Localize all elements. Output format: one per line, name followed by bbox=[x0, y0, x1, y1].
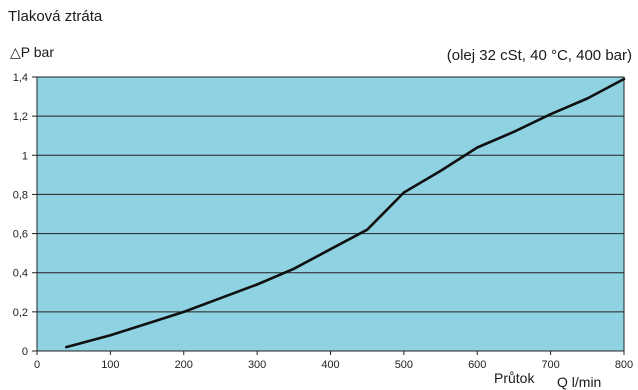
data-point bbox=[586, 97, 589, 100]
data-point bbox=[255, 283, 259, 286]
x-tick-label: 500 bbox=[395, 359, 413, 371]
y-tick-label: 0,2 bbox=[13, 307, 28, 319]
chart-subtitle: (olej 32 cSt, 40 °C, 400 bar) bbox=[446, 47, 632, 64]
data-point bbox=[292, 267, 296, 270]
x-tick-label: 600 bbox=[468, 359, 486, 371]
x-tick-label: 200 bbox=[175, 359, 193, 371]
y-tick-label: 0,8 bbox=[13, 189, 28, 201]
y-tick-label: 1 bbox=[22, 150, 28, 162]
data-point bbox=[65, 345, 68, 349]
data-point bbox=[439, 169, 442, 173]
data-point bbox=[219, 296, 222, 300]
y-axis-label: △P bar bbox=[10, 44, 54, 60]
data-point bbox=[365, 228, 369, 231]
data-point bbox=[476, 146, 479, 149]
x-axis-label-prutok: Průtok bbox=[494, 370, 535, 386]
chart-title: Tlaková ztráta bbox=[8, 8, 103, 25]
data-point bbox=[549, 112, 552, 116]
data-point bbox=[329, 248, 332, 251]
x-tick-label: 100 bbox=[101, 359, 119, 371]
x-tick-label: 400 bbox=[321, 359, 339, 371]
x-tick-label: 0 bbox=[34, 359, 40, 371]
data-point bbox=[402, 191, 406, 194]
plot-area bbox=[36, 76, 625, 352]
x-tick-label: 700 bbox=[541, 359, 559, 371]
data-point bbox=[512, 130, 516, 133]
data-point bbox=[622, 77, 626, 81]
y-tick-label: 1,4 bbox=[13, 72, 28, 84]
y-tick-label: 1,2 bbox=[13, 111, 28, 123]
x-tick-label: 800 bbox=[615, 359, 633, 371]
x-axis-label-unit: Q l/min bbox=[557, 374, 602, 390]
x-tick-label: 300 bbox=[248, 359, 266, 371]
y-tick-label: 0,4 bbox=[13, 268, 28, 280]
data-point bbox=[182, 310, 185, 314]
data-point bbox=[109, 334, 112, 337]
series-line bbox=[65, 77, 626, 349]
y-tick-label: 0 bbox=[22, 346, 28, 358]
y-tick-label: 0,6 bbox=[13, 229, 28, 241]
data-point bbox=[145, 322, 149, 325]
